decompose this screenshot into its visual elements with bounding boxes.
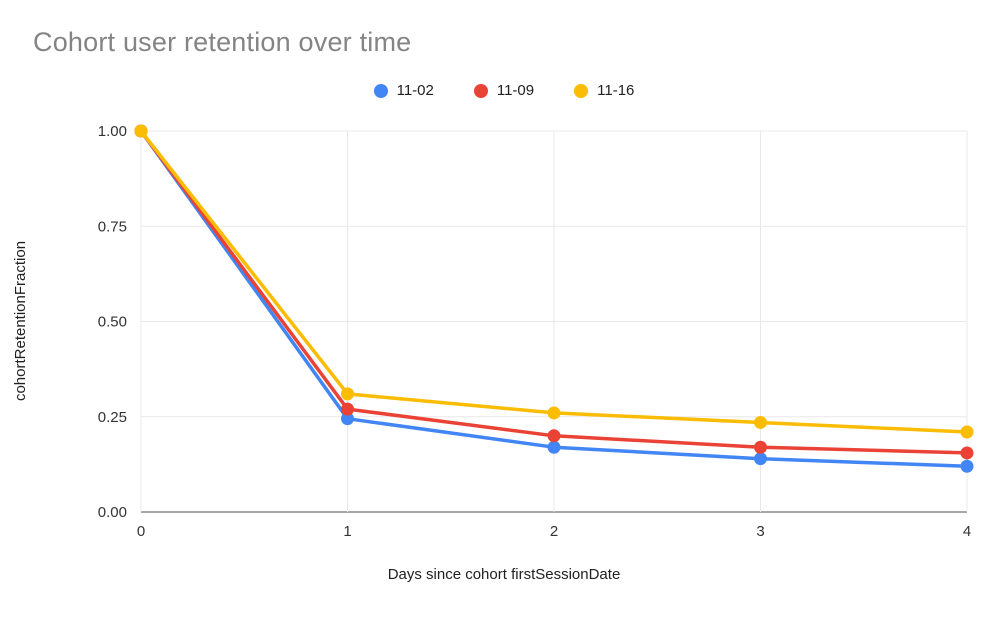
x-tick-label: 3 <box>756 523 764 540</box>
x-tick-label: 2 <box>550 523 558 540</box>
legend-label: 11-09 <box>496 82 535 99</box>
data-point-11-09 <box>547 429 561 443</box>
legend-item-11-02: 11-02 <box>373 82 434 99</box>
chart-legend: 11-02 11-09 11-16 <box>0 82 1008 99</box>
legend-label: 11-16 <box>597 82 635 99</box>
y-tick-label: 0.50 <box>98 314 127 331</box>
data-point-11-16 <box>754 415 767 429</box>
data-point-11-09 <box>754 440 767 454</box>
legend-label: 11-02 <box>396 82 434 99</box>
legend-item-11-09: 11-09 <box>473 82 535 99</box>
legend-swatch-red-icon <box>473 83 488 98</box>
legend-item-11-16: 11-16 <box>574 82 634 99</box>
data-point-11-02 <box>754 452 767 466</box>
data-point-11-16 <box>134 124 148 138</box>
data-point-11-16 <box>960 425 974 439</box>
data-point-11-02 <box>960 459 974 473</box>
data-point-11-16 <box>547 406 561 420</box>
legend-swatch-blue-icon <box>373 83 388 98</box>
data-point-11-09 <box>341 402 354 416</box>
y-tick-label: 0.00 <box>98 504 127 521</box>
data-point-11-16 <box>341 387 354 401</box>
chart-title: Cohort user retention over time <box>33 27 412 57</box>
y-tick-label: 0.75 <box>98 218 127 235</box>
y-tick-label: 0.25 <box>98 409 127 426</box>
data-point-11-02 <box>341 412 354 426</box>
y-tick-label: 1.00 <box>98 123 127 140</box>
y-axis-title: cohortRetentionFraction <box>12 240 29 402</box>
legend-swatch-yellow-icon <box>574 83 589 98</box>
x-tick-label: 1 <box>343 523 351 540</box>
x-tick-label: 0 <box>137 523 145 540</box>
x-tick-label: 4 <box>963 523 971 540</box>
data-point-11-09 <box>960 446 974 460</box>
x-axis-title: Days since cohort firstSessionDate <box>387 566 621 583</box>
data-point-11-02 <box>547 440 561 454</box>
